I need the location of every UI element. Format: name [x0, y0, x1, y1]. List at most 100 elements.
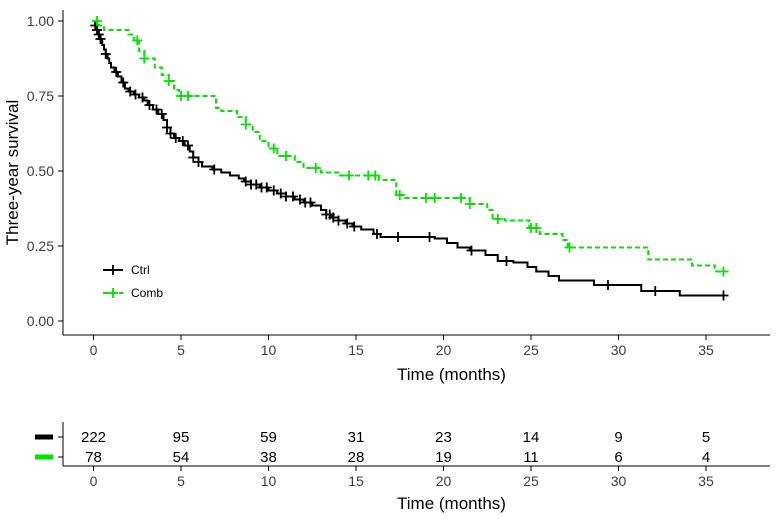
legend: Ctrl Comb [103, 263, 163, 300]
censor-mark [310, 163, 321, 173]
censor-mark [393, 232, 403, 242]
censor-mark [183, 91, 193, 101]
x-axis: 0 5 10 15 20 25 30 35 [63, 334, 770, 358]
censor-mark [137, 92, 148, 103]
censor-mark [492, 214, 503, 224]
x-tick-label: 0 [90, 342, 98, 358]
survival-curves [90, 16, 729, 301]
risk-count: 95 [173, 429, 190, 446]
censor-mark [162, 122, 172, 133]
risk-count: 222 [81, 429, 106, 446]
risk-count: 54 [173, 449, 190, 466]
censor-mark [156, 109, 167, 119]
main-plot: 0.00 0.25 0.50 0.75 1.00 0 5 10 15 20 25 30 35 Ctrl… [3, 10, 770, 384]
censor-mark [718, 290, 729, 301]
censor-mark [163, 76, 174, 86]
risk-count: 23 [435, 429, 452, 446]
x-tick-label: 5 [177, 342, 185, 358]
censor-mark [718, 266, 729, 277]
censor-mark [92, 16, 102, 26]
censor-mark [240, 176, 251, 187]
risk-table: 222 95 59 31 23 14 9 578 54 38 28 19 11 6 4 0 5 10 15 20 25… [35, 422, 770, 513]
risk-row-ctrl: 222 95 59 31 23 14 9 5 [35, 429, 710, 446]
risk-count: 19 [435, 449, 452, 466]
censor-mark [349, 221, 360, 232]
y-tick-label: 0.00 [27, 313, 54, 329]
risk-x-tick-label: 0 [90, 473, 98, 489]
censor-mark [421, 193, 431, 203]
survival-curve-ctrl [93, 20, 724, 297]
censor-mark [95, 34, 106, 44]
censor-mark [603, 280, 613, 290]
censor-mark [261, 182, 272, 193]
censor-mark [93, 29, 104, 40]
x-axis-title: Time (months) [397, 365, 506, 384]
censor-mark [564, 242, 575, 253]
censor-mark [501, 256, 512, 266]
censor-mark [650, 286, 661, 296]
x-tick-label: 10 [261, 342, 277, 358]
censor-mark [139, 53, 150, 64]
censor-mark [132, 35, 143, 46]
risk-count: 11 [523, 449, 539, 466]
x-tick-label: 20 [436, 342, 452, 358]
risk-x-tick-label: 35 [698, 473, 714, 489]
censor-mark [305, 197, 316, 208]
x-tick-label: 30 [611, 342, 627, 358]
censor-mark [125, 86, 136, 97]
legend-key-cross [108, 288, 118, 298]
censor-mark [344, 170, 354, 181]
risk-count: 4 [702, 449, 710, 466]
censor-mark [464, 199, 475, 209]
censor-mark [333, 215, 344, 226]
risk-x-tick-label: 10 [261, 473, 277, 489]
censor-mark [328, 212, 339, 223]
risk-count: 9 [614, 429, 622, 446]
censor-mark [92, 25, 102, 35]
censor-mark [177, 136, 188, 146]
censor-mark [466, 245, 477, 256]
censor-mark [288, 191, 298, 202]
censor-mark [456, 193, 466, 203]
censor-mark [268, 143, 279, 154]
risk-count: 31 [348, 429, 365, 446]
censor-mark [170, 133, 181, 143]
legend-key-cross [108, 265, 118, 275]
x-tick-label: 25 [523, 342, 539, 358]
risk-count: 59 [260, 429, 277, 446]
x-tick-label: 15 [348, 342, 364, 358]
y-tick-label: 0.75 [27, 88, 54, 104]
risk-count: 5 [702, 429, 710, 446]
censor-mark [275, 188, 286, 199]
legend-label-ctrl: Ctrl [131, 263, 150, 277]
y-axis: 0.00 0.25 0.50 0.75 1.00 [27, 10, 64, 335]
censor-mark [370, 170, 381, 181]
y-tick-label: 0.50 [27, 163, 54, 179]
censor-mark [130, 89, 141, 100]
censor-mark [188, 152, 199, 163]
y-axis-title: Three-year survival [3, 100, 22, 246]
risk-count: 38 [260, 449, 277, 466]
censor-mark [209, 164, 220, 175]
risk-x-tick-label: 5 [177, 473, 185, 489]
risk-count: 14 [523, 429, 540, 446]
censor-mark [251, 179, 262, 190]
risk-x-tick-label: 15 [348, 473, 364, 489]
x-tick-label: 35 [698, 342, 714, 358]
censor-mark [429, 193, 440, 203]
censor-mark [183, 140, 193, 151]
series-comb [92, 16, 729, 277]
censor-mark [118, 77, 129, 88]
risk-x-axis-title: Time (months) [397, 494, 506, 513]
censor-mark [394, 190, 405, 200]
risk-rows: 222 95 59 31 23 14 9 578 54 38 28 19 11 6 4 [35, 422, 710, 466]
y-tick-label: 1.00 [27, 13, 54, 29]
censor-mark [424, 232, 435, 242]
risk-x-axis: 0 5 10 15 20 25 30 35 [63, 465, 770, 489]
series-ctrl [90, 20, 729, 301]
censor-mark [240, 119, 251, 130]
censor-mark [100, 49, 111, 59]
censor-mark [342, 218, 353, 229]
y-tick-label: 0.25 [27, 238, 54, 254]
